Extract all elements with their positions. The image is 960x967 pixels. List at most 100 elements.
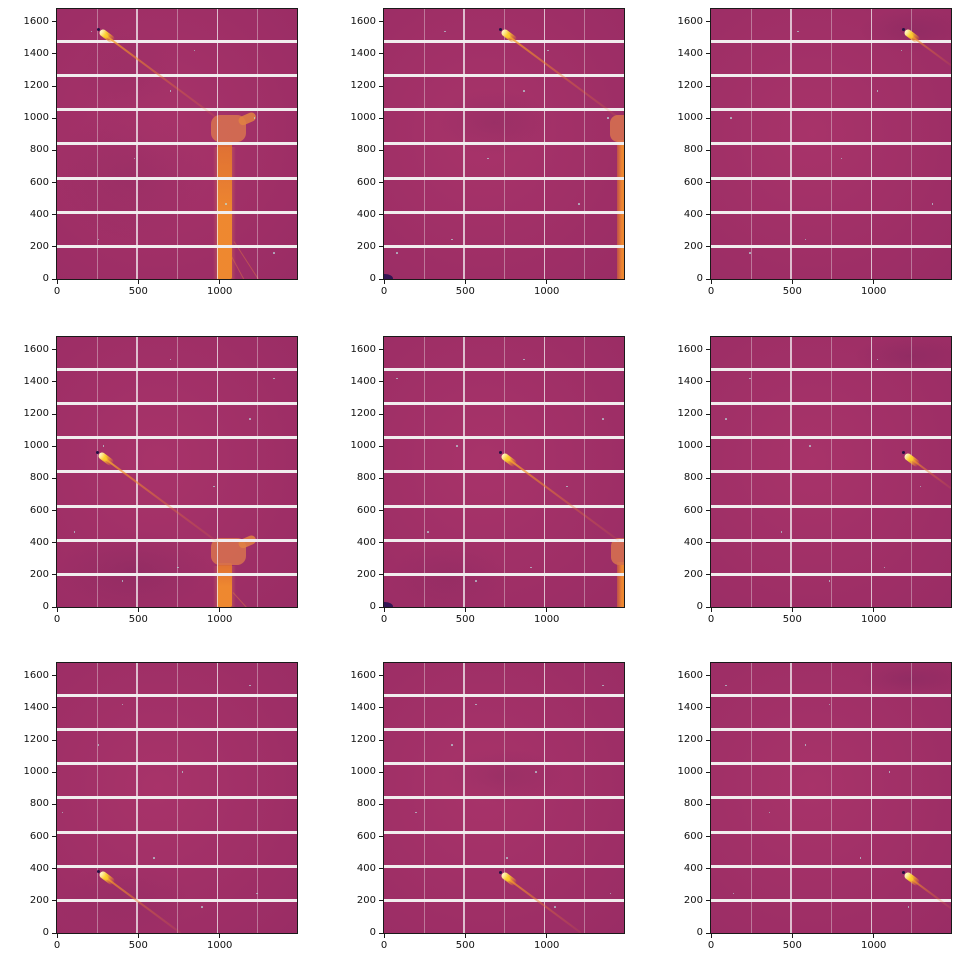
module-gap-stripe [384,176,624,180]
y-tick-mark [706,510,710,511]
y-tick-mark [706,149,710,151]
y-tick-mark [52,542,56,544]
beamstop-shadow-edge [617,561,624,607]
speckle-dot [768,811,771,813]
speckle-dot [396,377,398,379]
y-tick-label: 600 [29,176,49,188]
y-tick-mark [52,510,56,511]
y-tick-mark [706,21,710,23]
y-tick-mark [379,21,383,23]
y-tick-label: 200 [29,240,49,252]
y-tick-label: 1600 [350,15,376,27]
y-tick-label: 800 [29,472,49,484]
module-gap-stripe [384,538,624,542]
y-tick-label: 1000 [677,440,703,452]
dead-pixel-dot [901,870,905,874]
module-gap-stripe [384,142,624,146]
y-tick-label: 1400 [350,47,376,59]
y-tick-mark [52,85,56,87]
y-tick-label: 1600 [23,343,49,355]
module-gap-stripe [57,538,297,542]
y-tick-mark [379,836,383,837]
y-tick-label: 1600 [23,669,49,681]
y-tick-label: 400 [356,862,376,874]
y-tick-mark [379,182,383,183]
speckle-dot [121,703,124,705]
y-tick-label: 1400 [677,701,703,713]
y-tick-mark [52,381,56,383]
y-tick-label: 0 [369,927,376,938]
y-tick-mark [379,900,383,902]
y-tick-mark [52,771,56,773]
y-tick-mark [379,445,383,447]
y-tick-label: 0 [696,601,703,612]
detector-image [56,336,298,608]
module-gap-stripe [57,728,297,732]
module-gap-stripe [384,108,624,112]
module-gap-stripe [384,898,624,902]
module-gap-stripe [711,572,951,576]
y-tick-mark [379,510,383,511]
y-tick-mark [52,900,56,902]
y-tick-mark [706,477,710,479]
y-tick-label: 400 [683,862,703,874]
y-tick-label: 200 [683,568,703,580]
module-gap-stripe [57,830,297,834]
module-gap-stripe [711,538,951,542]
module-gap-stripe [711,436,951,440]
speckle-dot [415,811,417,813]
speckle-dot [256,892,258,894]
x-tick-label: 0 [380,940,388,951]
speckle-dot [253,117,256,119]
x-tick-label: 500 [782,614,802,625]
module-gap-stripe [384,244,624,248]
module-gap-stripe [711,176,951,180]
y-tick-mark [52,803,56,805]
speckle-dot [535,771,537,773]
module-gap-stripe [57,762,297,766]
speckle-dot [797,30,799,33]
subplot-frame-r0c0: 0 200 400 600 800 1000 1200 1400 1600 0 500 1000 [24,8,298,297]
y-tick-mark [706,182,710,183]
detector-image [56,8,298,280]
y-tick-mark [379,606,383,608]
y-tick-label: 1000 [677,766,703,778]
x-tick-label: 1000 [860,614,887,625]
y-tick-label: 1000 [350,440,376,452]
y-tick-label: 1600 [350,343,376,355]
x-tick-label: 0 [380,614,388,625]
x-tick-mark [546,608,548,612]
dark-shade-region [57,862,192,933]
speckle-dot [523,90,525,92]
y-tick-mark [379,349,383,351]
y-tick-mark [706,900,710,902]
module-gap-stripe [384,504,624,508]
module-gap-stripe [711,368,951,372]
speckle-dot [273,377,275,379]
module-gap-stripe [57,572,297,576]
y-tick-mark [706,868,710,870]
y-tick-label: 1400 [350,701,376,713]
y-tick-label: 600 [683,176,703,188]
speckle-dot [181,771,184,773]
y-tick-label: 800 [683,472,703,484]
y-tick-label: 800 [356,472,376,484]
speckle-dot [475,703,477,705]
x-tick-mark [710,280,712,284]
module-gap-stripe [711,504,951,508]
y-tick-label: 1200 [23,80,49,92]
y-tick-mark [52,413,56,415]
x-tick-mark [710,934,712,938]
x-tick-mark [873,608,875,612]
module-gap-stripe [384,694,624,698]
y-tick-label: 0 [42,601,49,612]
y-tick-label: 0 [696,273,703,284]
y-tick-mark [52,477,56,479]
x-tick-mark [219,934,221,938]
x-tick-label: 0 [53,614,61,625]
y-tick-mark [52,868,56,870]
y-tick-label: 800 [356,144,376,156]
y-tick-label: 1200 [350,734,376,746]
subplot-frame-r2c1: 0 200 400 600 800 1000 1200 1400 1600 0 500 1000 [351,662,625,951]
module-gap-stripe [384,74,624,78]
